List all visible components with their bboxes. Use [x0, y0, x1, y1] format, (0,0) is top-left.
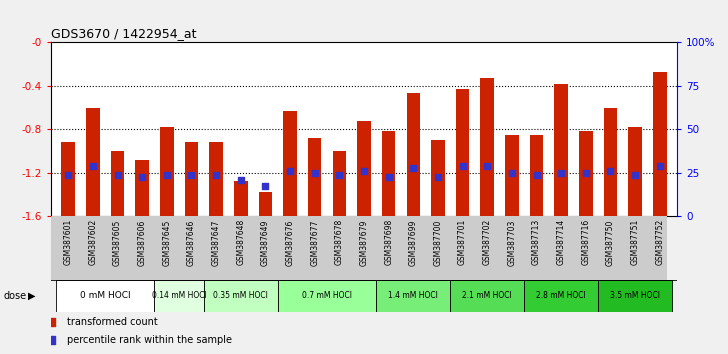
Bar [530, 135, 543, 216]
Point [358, 262, 370, 268]
Text: GSM387678: GSM387678 [335, 219, 344, 266]
Bar [480, 78, 494, 216]
Point [481, 163, 493, 169]
Point [309, 170, 320, 176]
Bar [431, 140, 445, 216]
Point [506, 170, 518, 176]
Point [629, 172, 641, 178]
Text: GSM387714: GSM387714 [557, 219, 566, 266]
Bar [56, 280, 154, 312]
Text: GSM387601: GSM387601 [64, 219, 73, 266]
Text: GSM387677: GSM387677 [310, 219, 319, 266]
Text: GSM387679: GSM387679 [360, 219, 368, 266]
Bar [185, 142, 198, 216]
Bar [86, 108, 100, 216]
Bar [111, 151, 124, 216]
Point [136, 174, 148, 180]
Bar [579, 131, 593, 216]
Point [456, 163, 468, 169]
Point [383, 174, 395, 180]
Bar [653, 72, 667, 216]
Text: GSM387750: GSM387750 [606, 219, 615, 266]
Bar [524, 280, 598, 312]
Point [580, 170, 592, 176]
Bar [505, 135, 518, 216]
Point [333, 172, 345, 178]
Text: 2.8 mM HOCl: 2.8 mM HOCl [537, 291, 586, 300]
Point [87, 163, 99, 169]
Bar [154, 280, 204, 312]
Point [235, 177, 247, 183]
Bar [258, 192, 272, 216]
Bar [210, 142, 223, 216]
Bar [61, 142, 75, 216]
Text: 0.7 mM HOCl: 0.7 mM HOCl [302, 291, 352, 300]
Point [654, 163, 665, 169]
Bar [382, 131, 395, 216]
Text: 1.4 mM HOCl: 1.4 mM HOCl [388, 291, 438, 300]
Text: GSM387676: GSM387676 [285, 219, 295, 266]
Bar [308, 138, 322, 216]
Text: GSM387648: GSM387648 [237, 219, 245, 266]
Point [358, 101, 370, 107]
Bar [456, 89, 470, 216]
Text: GSM387702: GSM387702 [483, 219, 491, 266]
Point [260, 183, 272, 188]
Bar [135, 160, 149, 216]
Text: transformed count: transformed count [67, 317, 157, 327]
Point [531, 172, 542, 178]
Bar [283, 111, 297, 216]
Point [284, 169, 296, 174]
Point [111, 172, 123, 178]
Text: GSM387646: GSM387646 [187, 219, 196, 266]
Text: GSM387649: GSM387649 [261, 219, 270, 266]
Text: 2.1 mM HOCl: 2.1 mM HOCl [462, 291, 512, 300]
Bar [451, 280, 524, 312]
Bar [277, 280, 376, 312]
Point [555, 170, 567, 176]
Text: GSM387605: GSM387605 [113, 219, 122, 266]
Bar [406, 93, 420, 216]
Text: GSM387698: GSM387698 [384, 219, 393, 266]
Bar [604, 108, 617, 216]
Bar [628, 127, 642, 216]
Bar [204, 280, 277, 312]
Point [186, 172, 197, 178]
Bar [234, 181, 248, 216]
Text: GSM387602: GSM387602 [88, 219, 98, 266]
Text: GSM387647: GSM387647 [212, 219, 221, 266]
Point [358, 169, 370, 174]
Text: GSM387645: GSM387645 [162, 219, 171, 266]
Text: GSM387713: GSM387713 [532, 219, 541, 266]
Text: dose: dose [4, 291, 27, 301]
Text: GSM387752: GSM387752 [655, 219, 664, 266]
Text: 0.35 mM HOCl: 0.35 mM HOCl [213, 291, 268, 300]
Point [161, 172, 173, 178]
Text: 0 mM HOCl: 0 mM HOCl [80, 291, 130, 300]
Text: ▶: ▶ [28, 291, 35, 301]
Bar [555, 84, 568, 216]
Point [210, 172, 222, 178]
Bar [598, 280, 672, 312]
Text: GDS3670 / 1422954_at: GDS3670 / 1422954_at [51, 27, 197, 40]
Text: GSM387606: GSM387606 [138, 219, 146, 266]
Text: GSM387699: GSM387699 [409, 219, 418, 266]
Text: GSM387716: GSM387716 [582, 219, 590, 266]
Bar [160, 127, 173, 216]
Point [63, 172, 74, 178]
Point [408, 165, 419, 171]
Text: 3.5 mM HOCl: 3.5 mM HOCl [610, 291, 660, 300]
Text: GSM387703: GSM387703 [507, 219, 516, 266]
Bar [333, 151, 346, 216]
Text: 0.14 mM HOCl: 0.14 mM HOCl [151, 291, 207, 300]
Text: GSM387700: GSM387700 [433, 219, 443, 266]
Point [432, 174, 444, 180]
Bar [376, 280, 451, 312]
Text: GSM387701: GSM387701 [458, 219, 467, 266]
Text: GSM387751: GSM387751 [630, 219, 640, 266]
Bar [357, 121, 371, 216]
Text: percentile rank within the sample: percentile rank within the sample [67, 335, 232, 345]
Point [605, 169, 617, 174]
